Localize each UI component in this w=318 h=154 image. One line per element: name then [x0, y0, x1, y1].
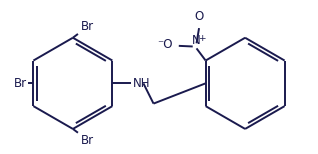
Text: Br: Br — [80, 20, 93, 33]
Text: N: N — [192, 34, 201, 47]
Text: Br: Br — [14, 77, 27, 90]
Text: NH: NH — [133, 77, 150, 90]
Text: ⁻O: ⁻O — [157, 38, 172, 51]
Text: O: O — [194, 10, 204, 23]
Text: +: + — [198, 34, 206, 43]
Text: Br: Br — [80, 134, 93, 147]
